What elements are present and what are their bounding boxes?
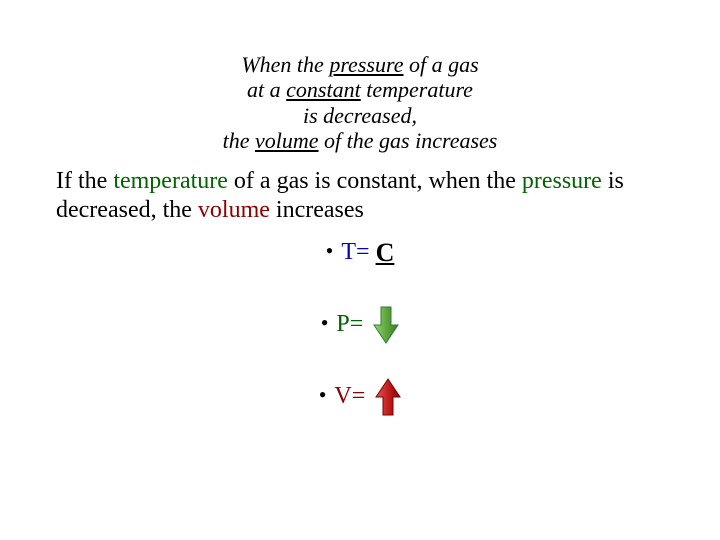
- bullet-volume: • V=: [0, 377, 720, 417]
- body-volume: volume: [198, 197, 270, 223]
- title-line-3: is decreased,: [0, 103, 720, 128]
- t-value: C: [376, 238, 395, 268]
- body-pressure: pressure: [522, 168, 602, 194]
- body-text: increases: [270, 197, 364, 223]
- body-text: of a gas is constant, when the: [228, 168, 522, 194]
- body-temperature: temperature: [113, 168, 228, 194]
- title-line-2: at a constant temperature: [0, 77, 720, 102]
- v-equals-label: V=: [334, 383, 365, 410]
- t-equals-label: T=: [341, 239, 369, 266]
- bullet-pressure: • P=: [0, 305, 720, 345]
- title-line-1: When the pressure of a gas: [0, 52, 720, 77]
- title-text: of a gas: [403, 52, 478, 77]
- title-text: of the gas increases: [319, 128, 498, 153]
- title-text: at a: [247, 77, 286, 102]
- title-line-4: the volume of the gas increases: [0, 128, 720, 153]
- bullet-dot-icon: •: [321, 310, 329, 336]
- title-underlined-pressure: pressure: [329, 52, 403, 77]
- title-text: When the: [241, 52, 329, 77]
- body-text: If the: [56, 168, 113, 194]
- bullet-list: • T= C • P= • V=: [0, 233, 720, 417]
- title-block: When the pressure of a gas at a constant…: [0, 52, 720, 153]
- title-underlined-constant: constant: [286, 77, 361, 102]
- body-paragraph: If the temperature of a gas is constant,…: [0, 167, 720, 225]
- down-arrow-icon: [373, 305, 399, 345]
- title-text: temperature: [361, 77, 473, 102]
- bullet-dot-icon: •: [326, 238, 334, 264]
- title-underlined-volume: volume: [255, 128, 319, 153]
- bullet-dot-icon: •: [319, 382, 327, 408]
- bullet-temperature: • T= C: [0, 233, 720, 273]
- title-text: the: [223, 128, 255, 153]
- p-equals-label: P=: [336, 311, 363, 338]
- up-arrow-icon: [375, 377, 401, 417]
